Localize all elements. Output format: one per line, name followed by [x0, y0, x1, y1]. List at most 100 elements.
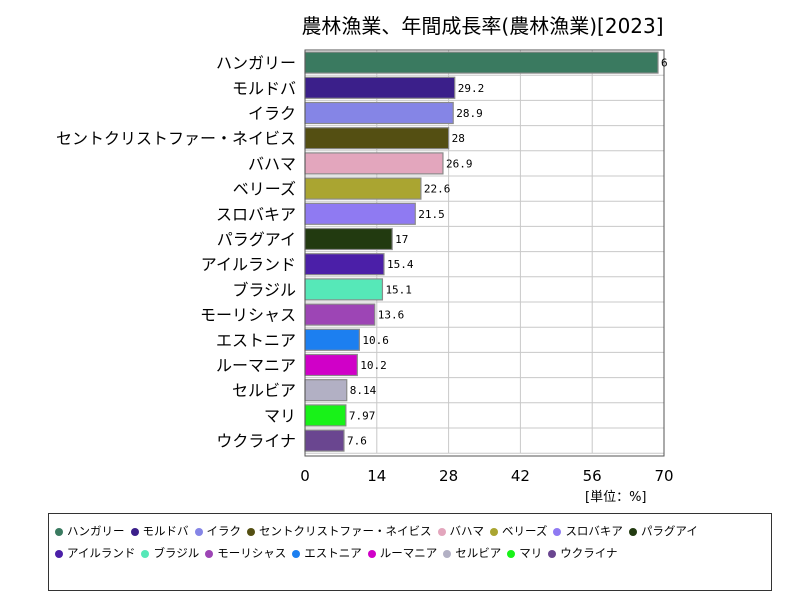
legend-label: イラク: [206, 524, 242, 538]
legend-swatch: [55, 527, 63, 536]
value-label: 10.2: [360, 359, 387, 372]
legend-label: ルーマニア: [379, 546, 438, 560]
legend-label: セルビア: [455, 546, 502, 560]
legend-label: ベリーズ: [502, 524, 548, 538]
legend-label: パラグアイ: [640, 524, 698, 538]
chart-title: 農林漁業、年間成長率(農林漁業)[2023]: [301, 14, 664, 38]
bar: [304, 429, 345, 452]
category-label: モルドバ: [232, 79, 296, 98]
legend-swatch: [548, 549, 557, 558]
legend-item: アイルランド: [55, 543, 135, 564]
legend-item: モルドバ: [130, 521, 189, 542]
category-labels: ハンガリーモルドバイラクセントクリストファー・ネイビスバハマベリーズスロバキアパ…: [56, 54, 296, 451]
value-labels: 6 29.2 28.9 28 26.9 22.6 21.5 17 15.4 15.1 13.6 10.…: [347, 57, 668, 448]
legend-label: セントクリストファー・ネイビス: [259, 524, 432, 538]
bar: [304, 152, 444, 175]
legend-item: イラク: [194, 521, 242, 542]
legend-label: ハンガリー: [67, 524, 125, 538]
bar: [304, 379, 348, 402]
bar-chart: ハンガリーモルドバイラクセントクリストファー・ネイビスバハマベリーズスロバキアパ…: [56, 49, 674, 485]
value-label: 6: [661, 57, 668, 70]
bar: [304, 101, 454, 125]
bar: [304, 303, 376, 326]
bar: [304, 328, 360, 351]
legend-swatch: [490, 527, 498, 536]
legend-item: ウクライナ: [548, 543, 618, 564]
legend-swatch: [205, 549, 214, 558]
legend-swatch: [292, 549, 301, 558]
x-axis-ticks: 0 14 28 42 56 70: [300, 467, 673, 485]
category-label: セントクリストファー・ネイビス: [56, 129, 296, 148]
legend-label: アイルランド: [67, 546, 136, 560]
legend-label: ブラジル: [153, 546, 200, 560]
legend-label: モルドバ: [142, 524, 189, 538]
legend-label: エストニア: [304, 546, 362, 560]
category-label: パラグアイ: [217, 230, 296, 249]
legend-swatch: [443, 549, 452, 558]
value-label: 15.1: [385, 283, 412, 296]
value-label: 28: [452, 132, 465, 145]
bar: [304, 202, 416, 225]
category-label: スロバキア: [216, 205, 296, 224]
legend-label: スロバキア: [565, 524, 623, 538]
x-tick-label: 70: [654, 467, 673, 485]
value-label: 15.4: [387, 258, 414, 271]
legend-item: セントクリストファー・ネイビス: [247, 521, 432, 542]
value-label: 22.6: [424, 183, 451, 196]
category-label: マリ: [264, 406, 296, 425]
legend-item: ベリーズ: [490, 521, 547, 542]
bar: [304, 404, 347, 427]
legend-item: スロバキア: [553, 521, 623, 542]
legend-swatch: [628, 527, 637, 536]
category-label: エストニア: [216, 331, 296, 350]
legend-swatch: [367, 549, 376, 558]
legend-label: モーリシャス: [217, 546, 287, 560]
category-label: バハマ: [248, 154, 296, 173]
grid-lines: [305, 50, 664, 454]
bar: [304, 177, 422, 200]
bar: [304, 278, 384, 301]
legend-item: セルビア: [443, 543, 501, 564]
category-label: アイルランド: [201, 255, 296, 274]
legend-item: エストニア: [292, 543, 362, 564]
unit-label: [単位：%]: [585, 490, 647, 505]
bar: [304, 127, 450, 150]
value-label: 7.97: [349, 409, 376, 422]
legend: ハンガリー モルドバ イラク セントクリストファー・ネイビス バハマ ベリーズ スロバキア パ…: [48, 513, 772, 591]
category-label: セルビア: [232, 381, 296, 400]
value-label: 28.9: [456, 107, 483, 120]
value-label: 8.14: [350, 384, 377, 397]
legend-swatch: [553, 527, 562, 536]
bar: [304, 353, 358, 377]
value-label: 7.6: [347, 435, 367, 448]
legend-swatch: [247, 527, 255, 536]
plot-frame: [304, 49, 665, 457]
bar: [304, 51, 659, 74]
category-label: イラク: [248, 104, 296, 123]
legend-swatch: [437, 527, 446, 536]
legend-item: マリ: [507, 543, 542, 564]
value-label: 21.5: [418, 208, 445, 221]
legend-item: ブラジル: [141, 543, 199, 564]
value-label: 10.6: [362, 334, 389, 347]
bar: [304, 253, 385, 276]
legend-item: ルーマニア: [367, 543, 438, 564]
legend-swatch: [141, 549, 150, 558]
legend-swatch: [55, 549, 63, 558]
category-label: ルーマニア: [216, 356, 296, 375]
legend-label: バハマ: [449, 524, 485, 538]
value-label: 17: [395, 233, 408, 246]
legend-swatch: [194, 527, 203, 536]
category-label: モーリシャス: [200, 306, 296, 325]
legend-item: モーリシャス: [205, 543, 286, 564]
legend-label: マリ: [519, 546, 543, 560]
legend-item: ハンガリー: [55, 521, 125, 542]
value-label: 26.9: [446, 157, 473, 170]
x-tick-label: 28: [439, 467, 458, 485]
category-label: ブラジル: [232, 280, 296, 299]
legend-label: ウクライナ: [560, 546, 618, 560]
x-tick-label: 14: [367, 467, 386, 485]
value-label: 13.6: [378, 309, 405, 322]
category-label: ベリーズ: [233, 180, 296, 199]
category-label: ウクライナ: [216, 432, 296, 451]
